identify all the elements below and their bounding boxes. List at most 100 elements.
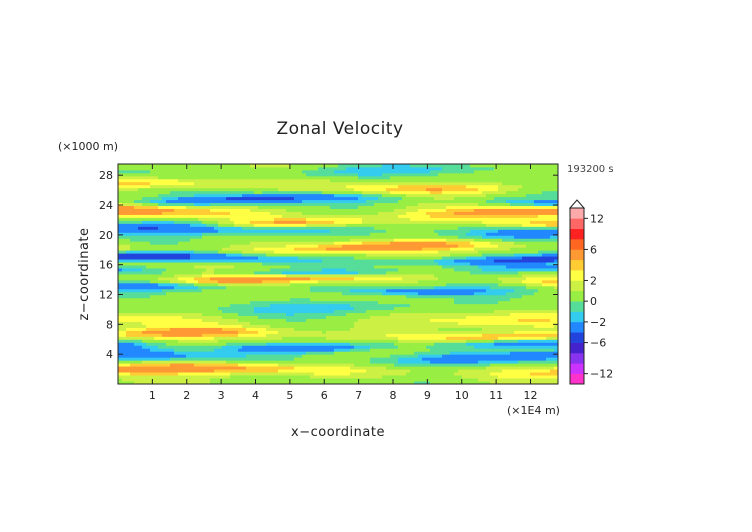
heatmap-cell	[282, 265, 287, 269]
heatmap-cell	[438, 357, 443, 361]
heatmap-cell	[542, 354, 547, 358]
heatmap-cell	[210, 336, 215, 340]
heatmap-cell	[166, 256, 171, 260]
heatmap-cell	[218, 360, 223, 364]
heatmap-cell	[262, 357, 267, 361]
heatmap-cell	[378, 333, 383, 337]
heatmap-cell	[186, 372, 191, 376]
heatmap-cell	[466, 294, 471, 299]
heatmap-cell	[518, 336, 523, 340]
heatmap-cell	[178, 282, 183, 287]
heatmap-cell	[170, 366, 175, 370]
heatmap-cell	[158, 354, 163, 358]
heatmap-cell	[430, 360, 435, 364]
heatmap-cell	[254, 247, 259, 251]
heatmap-cell	[290, 342, 295, 346]
heatmap-cell	[394, 271, 399, 275]
heatmap-cell	[162, 279, 167, 284]
heatmap-cell	[222, 291, 227, 296]
heatmap-cell	[378, 324, 383, 328]
heatmap-cell	[382, 274, 387, 278]
heatmap-cell	[378, 271, 383, 275]
heatmap-cell	[362, 312, 367, 317]
heatmap-cell	[430, 345, 435, 349]
heatmap-cell	[322, 303, 327, 308]
heatmap-cell	[358, 300, 363, 305]
heatmap-cell	[330, 312, 335, 317]
heatmap-cell	[350, 253, 355, 257]
heatmap-cell	[458, 274, 463, 278]
heatmap-cell	[482, 351, 487, 355]
heatmap-cell	[418, 288, 423, 293]
heatmap-cell	[118, 253, 123, 257]
heatmap-cell	[302, 345, 307, 349]
heatmap-cell	[258, 282, 263, 287]
heatmap-cell	[370, 303, 375, 308]
heatmap-cell	[490, 309, 495, 314]
heatmap-cell	[382, 276, 387, 281]
heatmap-cell	[414, 324, 419, 328]
heatmap-cell	[486, 259, 491, 263]
heatmap-cell	[198, 268, 203, 272]
heatmap-cell	[302, 333, 307, 337]
heatmap-cell	[378, 256, 383, 260]
heatmap-cell	[246, 321, 251, 325]
heatmap-cell	[330, 297, 335, 302]
heatmap-cell	[282, 256, 287, 260]
heatmap-cell	[398, 291, 403, 296]
heatmap-cell	[170, 300, 175, 305]
heatmap-cell	[390, 354, 395, 358]
heatmap-cell	[474, 303, 479, 308]
heatmap-cell	[474, 330, 479, 334]
heatmap-cell	[506, 360, 511, 364]
heatmap-cell	[218, 321, 223, 325]
heatmap-cell	[270, 300, 275, 305]
heatmap-cell	[398, 312, 403, 317]
heatmap-cell	[334, 297, 339, 302]
heatmap-cell	[126, 271, 131, 275]
heatmap-cell	[550, 276, 555, 281]
heatmap-cell	[382, 336, 387, 340]
heatmap-cell	[242, 318, 247, 322]
heatmap-cell	[546, 256, 551, 260]
heatmap-cell	[530, 324, 535, 328]
heatmap-cell	[546, 274, 551, 278]
heatmap-cell	[546, 276, 551, 281]
heatmap-cell	[554, 324, 559, 328]
heatmap-cell	[314, 381, 319, 385]
heatmap-cell	[218, 381, 223, 385]
heatmap-cell	[294, 339, 299, 343]
heatmap-cell	[426, 330, 431, 334]
heatmap-cell	[386, 333, 391, 337]
heatmap-cell	[534, 327, 539, 331]
heatmap-cell	[334, 282, 339, 287]
heatmap-cell	[546, 297, 551, 302]
heatmap-cell	[174, 321, 179, 325]
heatmap-cell	[322, 375, 327, 379]
heatmap-cell	[390, 285, 395, 290]
heatmap-cell	[418, 369, 423, 373]
heatmap-cell	[406, 253, 411, 257]
heatmap-cell	[126, 369, 131, 373]
heatmap-cell	[162, 342, 167, 346]
heatmap-cell	[430, 378, 435, 382]
heatmap-cell	[482, 288, 487, 293]
heatmap-cell	[242, 372, 247, 376]
heatmap-cell	[410, 345, 415, 349]
heatmap-cell	[174, 336, 179, 340]
heatmap-cell	[402, 279, 407, 284]
heatmap-cell	[186, 321, 191, 325]
heatmap-cell	[226, 366, 231, 370]
heatmap-cell	[178, 247, 183, 251]
heatmap-cell	[238, 297, 243, 302]
heatmap-cell	[314, 342, 319, 346]
heatmap-cell	[450, 309, 455, 314]
heatmap-cell	[178, 294, 183, 299]
heatmap-cell	[554, 333, 559, 337]
heatmap-cell	[338, 253, 343, 257]
heatmap-cell	[194, 357, 199, 361]
heatmap-cell	[514, 351, 519, 355]
heatmap-cell	[334, 339, 339, 343]
heatmap-cell	[142, 294, 147, 299]
heatmap-cell	[254, 309, 259, 314]
